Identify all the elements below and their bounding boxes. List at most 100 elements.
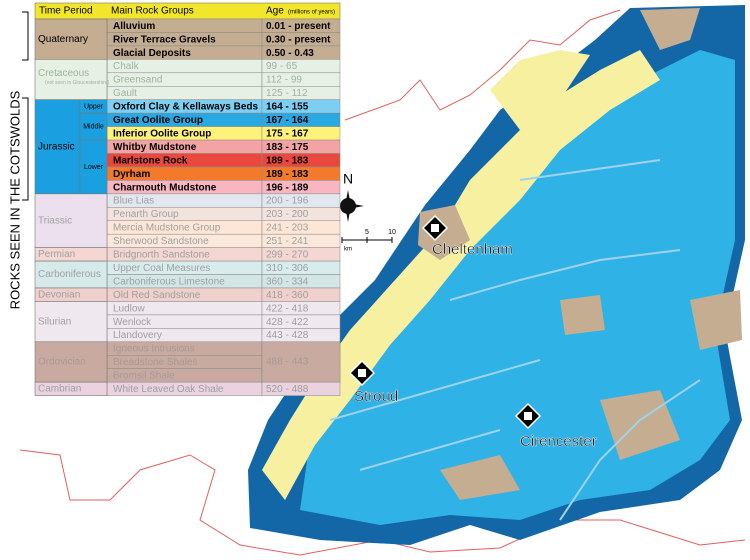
rock-group: River Terrace Gravels (113, 34, 216, 45)
age: 299 - 270 (266, 250, 309, 261)
age: 183 - 175 (266, 142, 309, 153)
rock-group: Glacial Deposits (113, 48, 191, 59)
title-bracket (22, 11, 29, 201)
title: ROCKS SEEN IN THE COTSWOLDS (7, 90, 22, 309)
period-cell (34, 59, 108, 100)
age: 200 - 196 (266, 196, 309, 207)
age: 189 - 183 (266, 169, 309, 180)
age: 125 - 112 (266, 88, 308, 99)
age: 0.50 - 0.43 (266, 48, 314, 59)
age: 241 - 203 (266, 223, 309, 234)
rock-group: Blue Lias (113, 196, 154, 207)
rock-group: White Leaved Oak Shale (113, 384, 224, 395)
rock-group: Wenlock (113, 317, 152, 328)
period-cell (34, 341, 108, 383)
subperiod: Lower (84, 164, 104, 171)
rock-group: Gault (113, 88, 137, 99)
period-note: (not seen in Gloucestershire) (45, 80, 110, 86)
rock-group: Charmouth Mudstone (113, 182, 217, 193)
town-label: Stroud (354, 388, 398, 405)
period-cell (34, 260, 108, 289)
compass-label: N (343, 171, 353, 187)
period: Cretaceous (38, 68, 89, 79)
scale-unit: km (344, 247, 352, 253)
towns: Cheltenham Stroud Cirencester (348, 214, 597, 450)
subperiod: Middle (83, 123, 104, 130)
age: 164 - 155 (266, 102, 309, 113)
compass: N (332, 171, 364, 222)
age: 488 - 443 (266, 357, 309, 368)
scale-bar: 5 10 km (341, 229, 396, 253)
age: 196 - 189 (266, 182, 309, 193)
header-cell: (millions of years) (288, 10, 335, 16)
age-cell (261, 381, 341, 396)
rock-group: Penarth Group (113, 209, 179, 220)
age-cell (261, 341, 341, 383)
age: 99 - 65 (266, 61, 298, 72)
rock-group: Bridgnorth Sandstone (113, 250, 210, 261)
age: 360 - 334 (266, 276, 309, 287)
period: Carboniferous (38, 269, 101, 280)
age: 0.01 - present (266, 21, 331, 32)
period: Ordovician (38, 357, 86, 368)
scale-tick-label: 10 (388, 229, 396, 236)
outcrop-inferior-oolite (262, 50, 660, 500)
age: 189 - 183 (266, 155, 309, 166)
county-boundary (19, 9, 746, 556)
legend: Time Period Main Rock Groups Age (millions … (34, 2, 341, 396)
rock-group: Carboniferous Limestone (113, 276, 225, 287)
compass-rose (332, 190, 364, 222)
subperiod-cell (79, 139, 108, 195)
rock-group: Greensand (113, 75, 162, 86)
period: Permian (38, 249, 75, 260)
rock-group: Sherwood Sandstone (113, 236, 209, 247)
age: 203 - 200 (266, 209, 309, 220)
period-cell (34, 99, 81, 195)
rock-group: Ludlow (113, 303, 145, 314)
age: 443 - 428 (266, 330, 309, 341)
age: 112 - 99 (266, 75, 302, 86)
rock-group: Inferior Oolite Group (113, 128, 211, 139)
rock-group: Bromsil Shale (113, 371, 175, 382)
map: N 5 10 km (19, 5, 746, 556)
age: 310 - 306 (266, 263, 309, 274)
rock-group: Igneous Intrusions (113, 344, 195, 355)
rock-group: Dyrham (113, 169, 150, 180)
rock-group: Oxford Clay & Kellaways Beds (113, 102, 258, 113)
rock-group: Chalk (113, 61, 140, 72)
rock-group: Alluvium (113, 21, 155, 32)
age: 418 - 360 (266, 290, 309, 301)
header-cell: Time Period (39, 6, 93, 17)
rock-group: Old Red Sandstone (113, 290, 201, 301)
outcrop-inferior-oolite (490, 50, 590, 130)
period: Jurassic (38, 141, 75, 152)
town-marker-center (431, 224, 439, 232)
age: 422 - 418 (266, 303, 309, 314)
age: 167 - 164 (266, 115, 309, 126)
rock-group: Upper Coal Measures (113, 263, 210, 274)
town-label: Cheltenham (432, 241, 513, 258)
age: 175 - 167 (266, 128, 309, 139)
period: Devonian (38, 289, 80, 300)
rock-group: Breadstone Shales (113, 357, 198, 368)
age: 428 - 422 (266, 317, 309, 328)
header-cell: Age (266, 6, 284, 17)
rock-group: Llandovery (113, 330, 162, 341)
subperiod: Upper (84, 103, 104, 110)
period: Triassic (38, 215, 72, 226)
scale-tick-label: 5 (365, 229, 369, 236)
age: 251 - 241 (266, 236, 309, 247)
period: Cambrian (38, 384, 81, 395)
town-label: Cirencester (520, 433, 597, 450)
rock-group: Great Oolite Group (113, 115, 203, 126)
subperiod-cell (79, 112, 108, 141)
rock-group: Mercia Mudstone Group (113, 223, 221, 234)
age: 0.30 - present (266, 34, 331, 45)
town-marker-center (524, 412, 532, 420)
header-cell: Main Rock Groups (111, 6, 194, 17)
period-cell (34, 381, 108, 396)
town-marker-center (358, 369, 366, 377)
river-valleys (329, 159, 701, 521)
rock-group: Whitby Mudstone (113, 142, 197, 153)
